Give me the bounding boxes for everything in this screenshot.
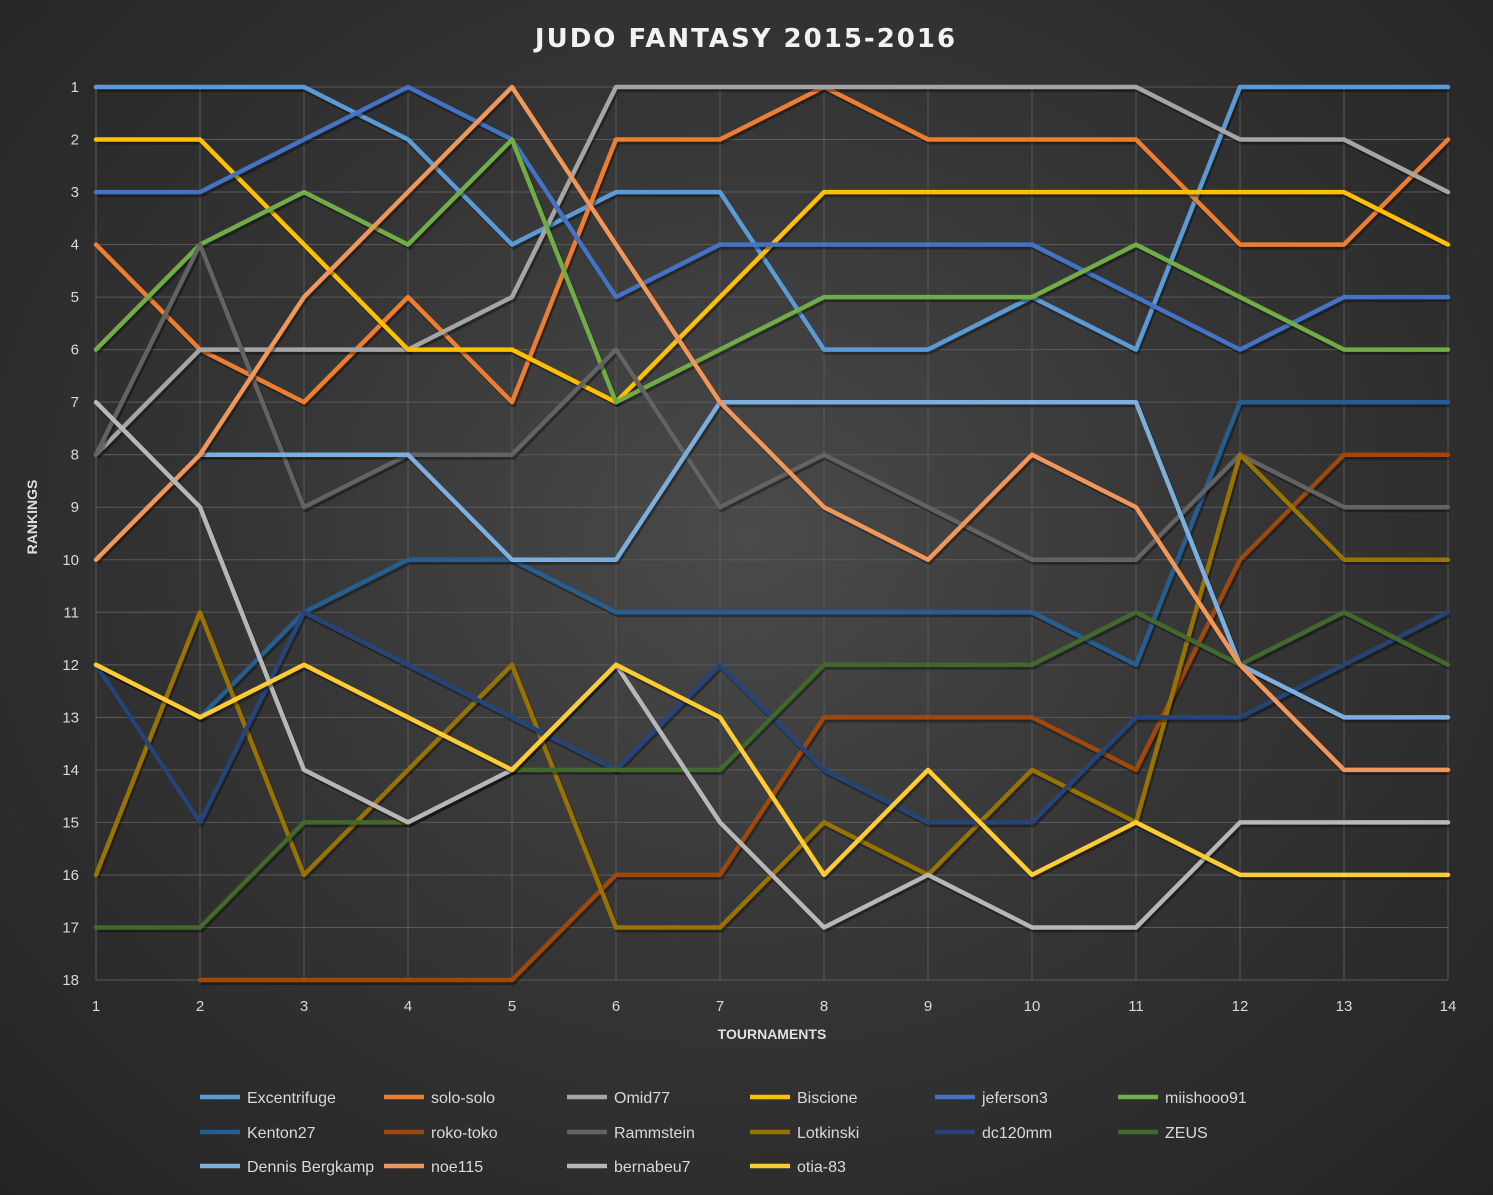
y-tick-label: 6 — [71, 342, 79, 359]
y-tick-label: 2 — [71, 132, 79, 149]
x-tick-label: 12 — [1232, 998, 1249, 1015]
x-tick-label: 4 — [404, 998, 412, 1015]
series-line-solo-solo — [93, 84, 1451, 405]
legend-label: ZEUS — [1165, 1125, 1208, 1142]
y-tick-label: 13 — [62, 709, 79, 726]
legend-item: Kenton27 — [200, 1125, 316, 1142]
y-tick-label: 4 — [71, 237, 79, 254]
legend-label: Biscione — [797, 1090, 858, 1107]
legend-label: Dennis Bergkamp — [247, 1159, 374, 1176]
y-tick-label: 17 — [62, 919, 79, 936]
y-tick-label: 9 — [71, 499, 79, 516]
legend-label: miishooo91 — [1165, 1090, 1247, 1107]
x-tick-label: 10 — [1024, 998, 1041, 1015]
series-shadow — [201, 454, 1450, 985]
y-tick-label: 14 — [62, 762, 79, 779]
y-tick-label: 1 — [71, 79, 79, 96]
legend-item: ZEUS — [1118, 1125, 1208, 1142]
series-line-jeferson3 — [93, 84, 1451, 352]
legend-item: Omid77 — [567, 1090, 670, 1107]
legend-item: bernabeu7 — [567, 1159, 691, 1176]
legend: Excentrifuge solo-solo Omid77 Biscione jefer… — [200, 1090, 1247, 1176]
legend-label: Kenton27 — [247, 1125, 316, 1142]
series-lines — [93, 84, 1452, 985]
legend-label: dc120mm — [982, 1125, 1052, 1142]
y-tick-label: 10 — [62, 552, 79, 569]
series-line-omid77 — [93, 84, 1451, 457]
y-tick-label: 11 — [63, 604, 79, 621]
series-shadow — [97, 87, 1450, 355]
legend-label: jeferson3 — [981, 1090, 1048, 1107]
legend-item: otia-83 — [750, 1159, 846, 1176]
legend-item: Lotkinski — [750, 1125, 859, 1142]
x-axis-ticks: 1 2 3 4 5 6 7 8 9 10 11 12 13 14 — [92, 998, 1457, 1015]
x-tick-label: 1 — [92, 998, 100, 1015]
series-shadow — [201, 402, 1450, 723]
series-line-kenton27 — [93, 399, 1451, 720]
y-tick-label: 16 — [62, 867, 79, 884]
legend-label: Lotkinski — [797, 1125, 859, 1142]
series-line-noe115 — [93, 84, 1451, 773]
series-shadow — [96, 402, 1450, 723]
legend-label: noe115 — [431, 1159, 483, 1176]
legend-label: Omid77 — [614, 1090, 670, 1107]
x-tick-label: 2 — [196, 998, 204, 1015]
x-tick-label: 8 — [820, 998, 828, 1015]
series-line-zeus — [93, 610, 1451, 930]
x-tick-label: 13 — [1336, 998, 1353, 1015]
y-tick-label: 7 — [71, 394, 79, 411]
legend-label: solo-solo — [431, 1090, 495, 1107]
legend-item: dc120mm — [935, 1125, 1052, 1142]
series-shadow — [95, 244, 1450, 565]
series-shadow — [95, 454, 1450, 933]
legend-label: otia-83 — [797, 1159, 846, 1176]
y-tick-label: 5 — [71, 289, 79, 306]
series-line-lotkinski — [93, 452, 1451, 930]
legend-item: Dennis Bergkamp — [200, 1159, 374, 1176]
legend-item: solo-solo — [384, 1090, 495, 1107]
legend-item: Excentrifuge — [200, 1090, 336, 1107]
x-tick-label: 14 — [1440, 998, 1457, 1015]
x-tick-label: 7 — [716, 998, 724, 1015]
x-tick-label: 3 — [300, 998, 308, 1015]
legend-item: miishooo91 — [1118, 1090, 1247, 1107]
y-tick-label: 18 — [62, 972, 79, 989]
legend-label: roko-toko — [431, 1125, 498, 1142]
series-line-otia-83 — [93, 662, 1451, 878]
y-axis-label: RANKINGS — [24, 480, 40, 555]
legend-label: Rammstein — [614, 1125, 695, 1142]
series-line-rammstein — [93, 242, 1451, 563]
x-tick-label: 5 — [508, 998, 516, 1015]
x-tick-label: 11 — [1128, 998, 1144, 1015]
legend-label: bernabeu7 — [614, 1159, 691, 1176]
y-tick-label: 3 — [71, 184, 79, 201]
chart-title: JUDO FANTASY 2015-2016 — [533, 24, 957, 54]
legend-item: jeferson3 — [935, 1090, 1048, 1107]
x-axis-label: TOURNAMENTS — [718, 1026, 827, 1042]
legend-item: noe115 — [384, 1159, 483, 1176]
series-shadow — [96, 664, 1450, 880]
y-tick-label: 12 — [62, 657, 79, 674]
legend-item: Biscione — [750, 1090, 858, 1107]
x-tick-label: 6 — [612, 998, 620, 1015]
series-line-miishooo91 — [93, 137, 1451, 405]
series-line-roko-toko — [197, 452, 1451, 983]
y-tick-label: 15 — [62, 814, 79, 831]
legend-item: roko-toko — [384, 1125, 498, 1142]
y-tick-label: 8 — [71, 447, 79, 464]
series-shadow — [97, 87, 1450, 355]
legend-item: Rammstein — [567, 1125, 695, 1142]
series-line-bernabeu7 — [93, 399, 1451, 930]
legend-label: Excentrifuge — [247, 1090, 336, 1107]
grid — [95, 86, 1449, 981]
x-tick-label: 9 — [924, 998, 932, 1015]
